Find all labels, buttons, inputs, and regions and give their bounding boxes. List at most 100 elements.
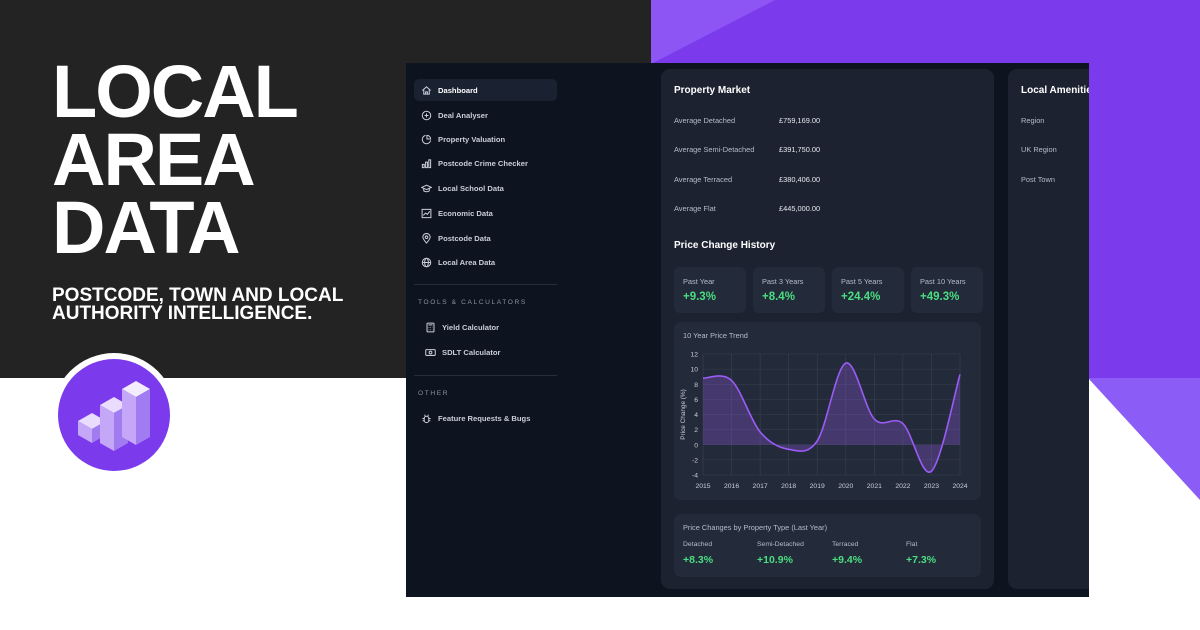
background-purple-accent (651, 0, 1200, 378)
sidebar-item-label: Postcode Data (438, 233, 491, 243)
plus-circle-icon (414, 110, 438, 121)
pie-chart-icon (414, 134, 438, 145)
x-tick-label: 2022 (895, 483, 910, 490)
stat-past-3-years: Past 3 Years +8.4% (753, 267, 825, 313)
sidebar-item-sdlt-calculator[interactable]: SDLT Calculator (418, 341, 561, 363)
sidebar: Dashboard Deal Analyser Property Valuati… (406, 63, 566, 597)
local-amenities-label: UK Region (1021, 145, 1057, 154)
sidebar-item-feature-requests[interactable]: Feature Requests & Bugs (414, 407, 557, 429)
property-type-changes: Price Changes by Property Type (Last Yea… (674, 514, 981, 577)
property-market-value: £380,406.00 (779, 175, 821, 184)
graduation-cap-icon (414, 183, 438, 194)
bug-icon (414, 413, 438, 424)
property-market-value: £391,750.00 (779, 145, 821, 154)
x-tick-label: 2015 (695, 483, 710, 490)
hero-title-line: LOCAL (52, 50, 299, 133)
local-amenities-label: Region (1021, 116, 1045, 125)
price-trend-chart-svg: -4 -2 0 2 4 6 8 10 12 2015 2016 2017 2018 2019 2020 202… (680, 352, 968, 491)
background-purple-triangle (1088, 378, 1200, 500)
hero-title-line: DATA (52, 186, 241, 269)
stat-value: +9.3% (683, 291, 716, 303)
sidebar-item-label: Local Area Data (438, 257, 496, 267)
sidebar-item-label: Property Valuation (438, 134, 506, 144)
sidebar-item-deal-analyser[interactable]: Deal Analyser (414, 104, 557, 126)
y-tick-label: -2 (692, 457, 698, 464)
sidebar-item-label: Yield Calculator (442, 322, 500, 332)
calculator-icon (418, 322, 442, 333)
property-type-title: Price Changes by Property Type (Last Yea… (683, 523, 828, 532)
property-market-label: Average Terraced (674, 175, 733, 184)
property-market-value: £759,169.00 (779, 116, 821, 125)
x-tick-label: 2018 (781, 483, 796, 490)
property-type-value: +7.3% (906, 554, 937, 566)
stat-past-10-years: Past 10 Years +49.3% (911, 267, 983, 313)
globe-icon (414, 257, 438, 268)
y-tick-label: 6 (694, 397, 698, 404)
hero-subtitle: POSTCODE, TOWN AND LOCAL AUTHORITY INTEL… (52, 285, 372, 324)
sidebar-item-property-valuation[interactable]: Property Valuation (414, 128, 557, 150)
y-tick-label: 12 (690, 352, 698, 359)
chart-title: 10 Year Price Trend (683, 331, 748, 340)
x-tick-label: 2017 (753, 483, 768, 490)
x-tick-label: 2023 (924, 483, 939, 490)
property-type-semi-detached: Semi-Detached +10.9% (757, 541, 804, 566)
x-tick-label: 2019 (810, 483, 825, 490)
y-tick-label: 4 (694, 412, 698, 419)
stat-label: Past 5 Years (841, 277, 883, 286)
y-tick-label: 0 (694, 442, 698, 449)
property-type-label: Flat (906, 541, 918, 548)
sidebar-item-local-school-data[interactable]: Local School Data (414, 177, 557, 199)
stat-label: Past Year (683, 277, 715, 286)
sidebar-item-label: Deal Analyser (438, 110, 488, 120)
app-window: Dashboard Deal Analyser Property Valuati… (406, 63, 1089, 597)
local-amenities-title: Local Amenities (1021, 85, 1089, 96)
stat-past-year: Past Year +9.3% (674, 267, 746, 313)
sidebar-item-economic-data[interactable]: Economic Data (414, 202, 557, 224)
sidebar-section-heading: OTHER (418, 390, 450, 397)
property-market-label: Average Detached (674, 116, 736, 125)
x-tick-label: 2020 (838, 483, 853, 490)
sidebar-item-label: Economic Data (438, 208, 493, 218)
sidebar-divider (414, 375, 557, 376)
x-tick-label: 2024 (952, 483, 967, 490)
property-type-value: +9.4% (832, 554, 863, 566)
home-icon (414, 85, 438, 96)
sidebar-item-postcode-crime-checker[interactable]: Postcode Crime Checker (414, 152, 557, 174)
property-market-card: Property Market Average Detached £759,16… (661, 69, 994, 589)
property-type-value: +10.9% (757, 554, 793, 566)
sidebar-item-label: Postcode Crime Checker (438, 158, 528, 168)
property-type-detached: Detached +8.3% (683, 541, 713, 566)
property-type-terraced: Terraced +9.4% (832, 541, 862, 566)
brand-logo (52, 353, 176, 477)
y-tick-label: 8 (694, 382, 698, 389)
hero-title: LOCAL AREA DATA (52, 50, 372, 269)
property-type-label: Detached (683, 541, 713, 548)
series-line (702, 362, 961, 473)
sidebar-item-postcode-data[interactable]: Postcode Data (414, 227, 557, 249)
bar-chart-icon (414, 158, 438, 169)
price-change-history-title: Price Change History (674, 240, 776, 251)
price-trend-chart: 10 Year Price Trend -4 -2 0 2 4 6 8 10 12 2015 201… (674, 322, 981, 500)
sidebar-item-yield-calculator[interactable]: Yield Calculator (418, 316, 561, 338)
sidebar-item-label: Local School Data (438, 183, 504, 193)
stat-value: +24.4% (841, 291, 881, 303)
sidebar-item-local-area-data[interactable]: Local Area Data (414, 251, 557, 273)
property-market-label: Average Semi-Detached (674, 145, 755, 154)
property-market-value: £445,000.00 (779, 204, 821, 213)
stat-value: +8.4% (762, 291, 795, 303)
x-tick-label: 2021 (867, 483, 882, 490)
stat-past-5-years: Past 5 Years +24.4% (832, 267, 904, 313)
hero-title-line: AREA (52, 118, 256, 201)
stat-value: +49.3% (920, 291, 960, 303)
sidebar-item-label: Feature Requests & Bugs (438, 413, 531, 423)
x-tick-label: 2016 (724, 483, 739, 490)
map-pin-icon (414, 232, 438, 244)
sidebar-item-label: SDLT Calculator (442, 347, 501, 357)
property-market-label: Average Flat (674, 204, 716, 213)
hero-subtitle-line: AUTHORITY INTELLIGENCE. (52, 303, 313, 324)
y-tick-label: -4 (692, 473, 698, 480)
local-amenities-label: Post Town (1021, 175, 1055, 184)
banknote-icon (418, 347, 442, 358)
hero-subtitle-line: POSTCODE, TOWN AND LOCAL (52, 285, 344, 306)
sidebar-item-dashboard[interactable]: Dashboard (414, 79, 557, 101)
